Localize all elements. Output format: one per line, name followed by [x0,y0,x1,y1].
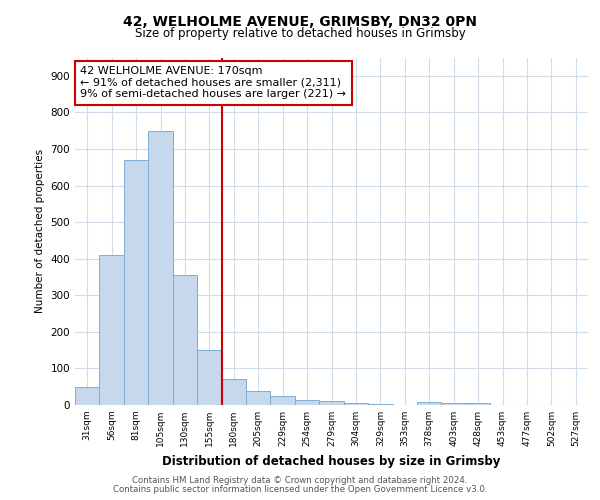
Text: Size of property relative to detached houses in Grimsby: Size of property relative to detached ho… [134,28,466,40]
Bar [148,130,173,405]
Bar [124,160,148,405]
Bar [197,350,221,405]
Bar [417,402,442,405]
Bar [75,386,100,405]
Text: Contains public sector information licensed under the Open Government Licence v3: Contains public sector information licen… [113,485,487,494]
Bar [442,403,466,405]
Bar [173,275,197,405]
Bar [295,400,319,405]
Bar [466,403,490,405]
Bar [319,402,344,405]
Bar [100,255,124,405]
Bar [368,404,392,405]
Bar [271,396,295,405]
Bar [246,392,271,405]
Y-axis label: Number of detached properties: Number of detached properties [35,149,45,314]
Text: 42, WELHOLME AVENUE, GRIMSBY, DN32 0PN: 42, WELHOLME AVENUE, GRIMSBY, DN32 0PN [123,15,477,29]
X-axis label: Distribution of detached houses by size in Grimsby: Distribution of detached houses by size … [163,454,500,468]
Bar [221,380,246,405]
Text: 42 WELHOLME AVENUE: 170sqm
← 91% of detached houses are smaller (2,311)
9% of se: 42 WELHOLME AVENUE: 170sqm ← 91% of deta… [80,66,346,100]
Bar [344,403,368,405]
Text: Contains HM Land Registry data © Crown copyright and database right 2024.: Contains HM Land Registry data © Crown c… [132,476,468,485]
